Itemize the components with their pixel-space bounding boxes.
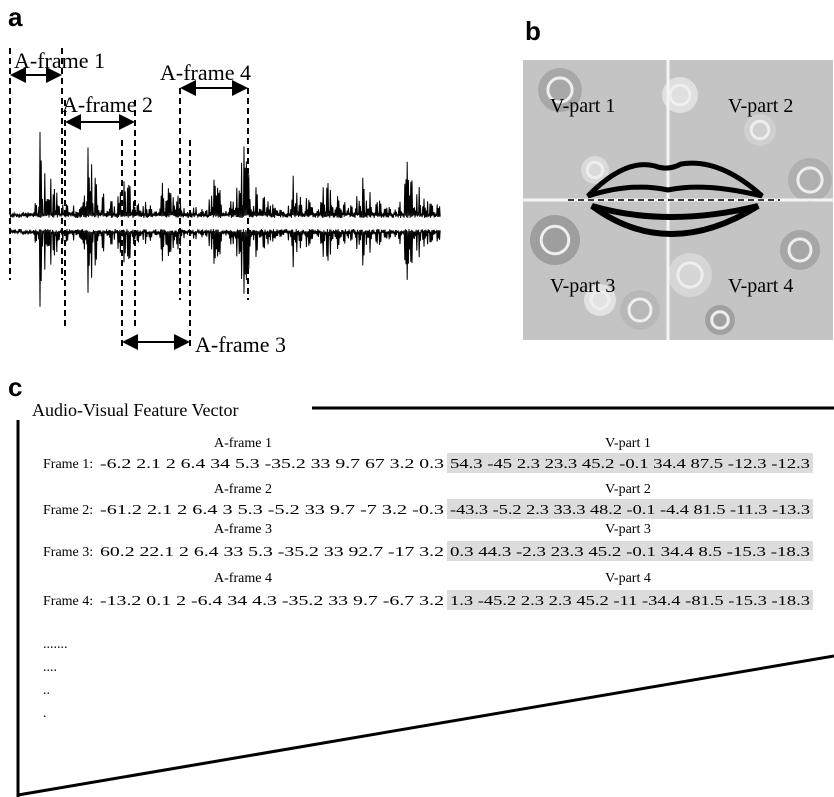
- texture-ring: [749, 119, 771, 141]
- part-label: V-part 1: [550, 95, 615, 117]
- audio-frame-label: A-frame 1: [214, 436, 272, 451]
- part-label: V-part 4: [728, 275, 793, 297]
- continuation-dots: .: [43, 706, 47, 721]
- panel-label: a: [8, 2, 23, 32]
- visual-features: -43.3 -5.2 2.3 33.3 48.2 -0.1 -4.4 81.5 …: [450, 503, 810, 518]
- waveform-lower: [9, 228, 441, 307]
- visual-highlight: [447, 499, 813, 519]
- visual-features: 54.3 -45 2.3 23.3 45.2 -0.1 34.4 87.5 -1…: [450, 457, 810, 472]
- texture-blob: [744, 114, 776, 146]
- texture-blob: [668, 253, 712, 297]
- frame-name: Frame 2:: [43, 503, 93, 518]
- lower-lip: [590, 203, 760, 237]
- panel-label: c: [8, 372, 22, 402]
- frame-name: Frame 3:: [43, 545, 93, 560]
- continuation-dots: .......: [43, 637, 68, 652]
- texture-blob: [705, 305, 735, 335]
- frame-label: A-frame 1: [14, 48, 105, 73]
- visual-part-label: V-part 2: [605, 482, 651, 497]
- lip-image: [523, 60, 833, 340]
- audio-frame-label: A-frame 4: [214, 571, 272, 586]
- frame-bottom: [17, 654, 834, 797]
- texture-ring: [589, 289, 611, 311]
- visual-features: 1.3 -45.2 2.3 2.3 45.2 -11 -34.4 -81.5 -…: [450, 594, 810, 609]
- audio-features: -6.2 2.1 2 6.4 34 5.3 -35.2 33 9.7 67 3.…: [100, 457, 444, 472]
- visual-part-label: V-part 3: [605, 522, 651, 537]
- visual-part-label: V-part 1: [605, 436, 651, 451]
- continuation-dots: ..: [43, 683, 50, 698]
- texture-blob: [581, 156, 609, 184]
- visual-highlight: [447, 453, 813, 473]
- visual-highlight: [447, 590, 813, 610]
- visual-highlight: [447, 541, 813, 561]
- texture-blob: [530, 215, 580, 265]
- audio-features: -61.2 2.1 2 6.4 3 5.3 -5.2 33 9.7 -7 3.2…: [100, 503, 444, 518]
- visual-features: 0.3 44.3 -2.3 23.3 45.2 -0.1 34.4 8.5 -1…: [450, 545, 810, 560]
- texture-ring: [668, 83, 692, 107]
- frame-name: Frame 1:: [43, 457, 93, 472]
- audio-frame-label: A-frame 3: [214, 522, 272, 537]
- continuation-dots: ....: [43, 660, 57, 675]
- texture-ring: [627, 297, 653, 323]
- frame-name: Frame 4:: [43, 594, 93, 609]
- texture-blob: [788, 158, 832, 202]
- frame-label: A-frame 2: [62, 92, 153, 117]
- texture-ring: [710, 310, 730, 330]
- texture-ring: [546, 76, 574, 104]
- audio-features: 60.2 22.1 2 6.4 33 5.3 -35.2 33 92.7 -17…: [100, 545, 444, 560]
- texture-blob: [584, 284, 616, 316]
- visual-part-label: V-part 4: [605, 571, 651, 586]
- texture-ring: [539, 224, 571, 256]
- audio-features: -13.2 0.1 2 -6.4 34 4.3 -35.2 33 9.7 -6.…: [100, 594, 444, 609]
- texture-blob: [538, 68, 582, 112]
- texture-ring: [796, 166, 824, 194]
- waveform-upper: [9, 131, 441, 219]
- upper-lip: [586, 160, 764, 199]
- frame-label: A-frame 4: [160, 60, 251, 85]
- panel-label: b: [525, 16, 541, 46]
- texture-ring: [787, 237, 813, 263]
- vector-title: Audio-Visual Feature Vector: [32, 400, 239, 420]
- texture-blob: [620, 290, 660, 330]
- frame-label: A-frame 3: [195, 332, 286, 357]
- texture-ring: [585, 160, 605, 180]
- texture-blob: [662, 77, 698, 113]
- waveform: [9, 131, 441, 307]
- part-label: V-part 2: [728, 95, 793, 117]
- texture-ring: [676, 261, 704, 289]
- texture-blob: [780, 230, 820, 270]
- audio-frame-label: A-frame 2: [214, 482, 272, 497]
- part-label: V-part 3: [550, 275, 615, 297]
